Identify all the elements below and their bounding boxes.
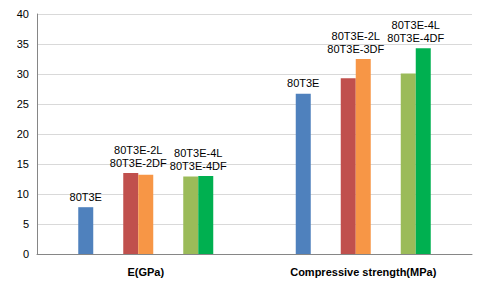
svg-text:80T3E-4L: 80T3E-4L	[392, 19, 440, 31]
svg-text:35: 35	[17, 38, 29, 50]
svg-text:80T3E-4DF: 80T3E-4DF	[170, 160, 227, 172]
svg-text:30: 30	[17, 68, 29, 80]
svg-text:0: 0	[23, 248, 29, 260]
svg-text:5: 5	[23, 218, 29, 230]
svg-text:80T3E: 80T3E	[70, 191, 102, 203]
svg-text:80T3E-4L: 80T3E-4L	[174, 147, 222, 159]
svg-text:80T3E-2L: 80T3E-2L	[332, 30, 380, 42]
svg-text:80T3E: 80T3E	[287, 77, 319, 89]
svg-text:15: 15	[17, 158, 29, 170]
svg-text:10: 10	[17, 188, 29, 200]
svg-text:80T3E-2L: 80T3E-2L	[114, 144, 162, 156]
svg-text:80T3E-2DF: 80T3E-2DF	[110, 157, 167, 169]
svg-text:20: 20	[17, 128, 29, 140]
svg-text:25: 25	[17, 98, 29, 110]
svg-text:80T3E-4DF: 80T3E-4DF	[387, 32, 444, 44]
svg-text:E(GPa): E(GPa)	[127, 266, 164, 278]
svg-text:40: 40	[17, 8, 29, 20]
svg-text:Compressive strength(MPa): Compressive strength(MPa)	[290, 266, 436, 278]
svg-text:80T3E-3DF: 80T3E-3DF	[327, 43, 384, 55]
